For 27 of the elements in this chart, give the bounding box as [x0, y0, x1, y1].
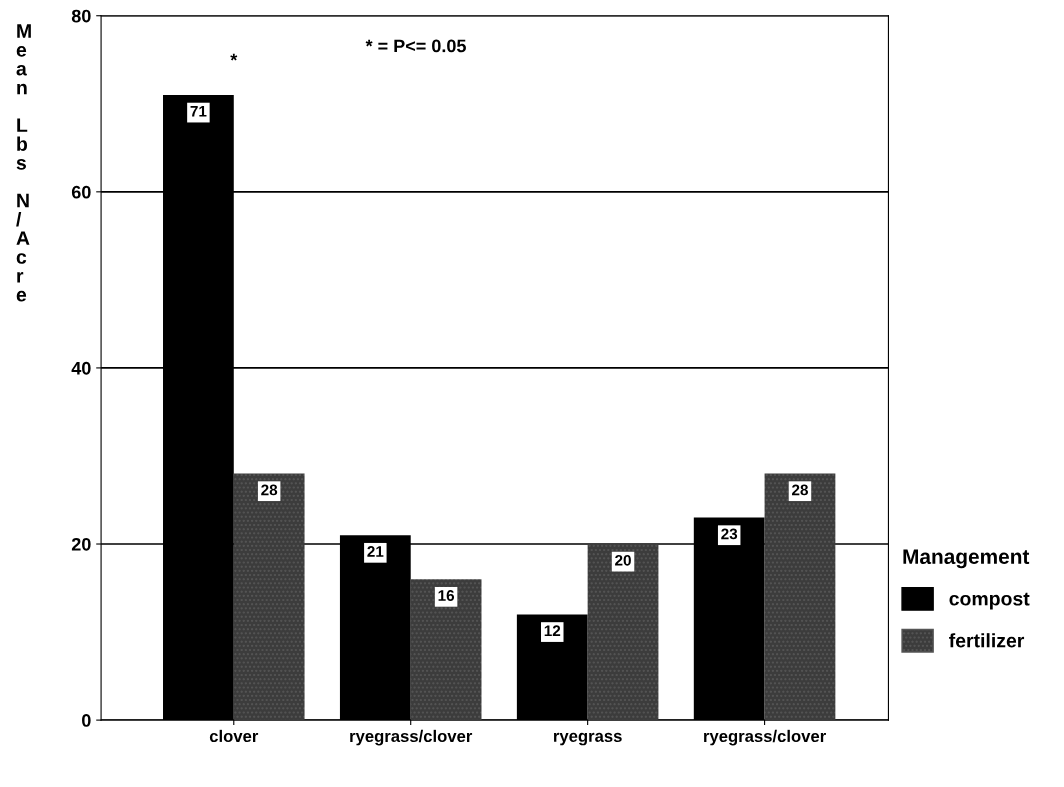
y-tick-label: 60 — [71, 185, 91, 199]
annotation: * = P<= 0.05 — [365, 39, 466, 53]
x-tick-label: ryegrass — [554, 732, 622, 746]
data-label: 71 — [190, 106, 207, 117]
y-tick-label: 40 — [71, 361, 91, 375]
x-tick-label: ryegrass/clover — [704, 729, 826, 746]
text: Mean Lbs N/Acre — [16, 24, 31, 302]
data-label: 21 — [367, 546, 384, 557]
annotation: * — [230, 53, 238, 61]
legend-label: fertilizer — [949, 633, 1025, 648]
bar — [587, 544, 659, 721]
data-label: 28 — [261, 484, 278, 496]
data-label: 28 — [792, 484, 808, 496]
y-tick-label: 20 — [71, 537, 91, 551]
data-label: 12 — [544, 625, 561, 637]
bar — [764, 473, 836, 721]
y-tick-label: 80 — [71, 9, 91, 23]
data-label: 16 — [438, 590, 455, 601]
x-tick-label: ryegrass/clover — [350, 729, 473, 746]
data-label: 23 — [721, 528, 738, 540]
x-tick-label: clover — [209, 729, 259, 743]
bar — [410, 579, 482, 721]
bar — [233, 473, 305, 721]
legend-title: Management — [903, 549, 1030, 569]
y-tick-label: 0 — [82, 714, 91, 727]
legend-label: compost — [949, 592, 1030, 610]
data-label: 20 — [615, 554, 631, 566]
